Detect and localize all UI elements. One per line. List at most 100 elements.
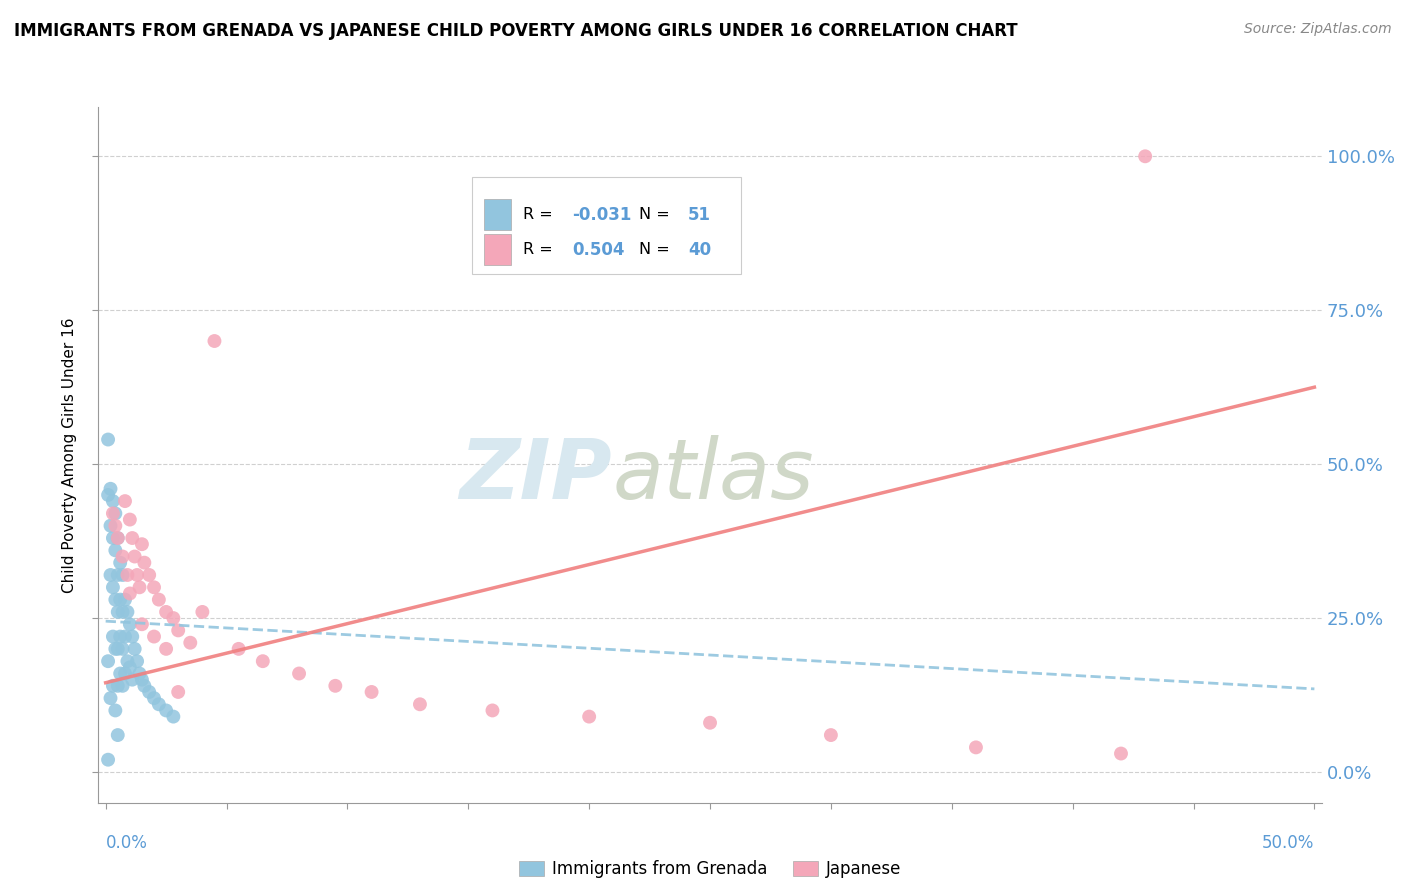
Text: -0.031: -0.031	[572, 206, 631, 224]
Point	[118, 512, 141, 526]
Point	[111, 549, 134, 564]
Point	[107, 531, 129, 545]
Point	[138, 568, 160, 582]
Point	[97, 753, 120, 767]
Point	[127, 568, 149, 582]
Point	[107, 531, 129, 545]
Text: N =: N =	[640, 242, 675, 257]
Point	[167, 685, 190, 699]
Y-axis label: Child Poverty Among Girls Under 16: Child Poverty Among Girls Under 16	[62, 318, 77, 592]
Point	[118, 586, 141, 600]
FancyBboxPatch shape	[484, 199, 510, 230]
Point	[107, 679, 129, 693]
Text: 40: 40	[688, 241, 711, 259]
Text: R =: R =	[523, 207, 558, 222]
Point	[128, 580, 150, 594]
Point	[101, 580, 124, 594]
Point	[104, 703, 127, 717]
Point	[111, 679, 134, 693]
Point	[118, 617, 141, 632]
Point	[108, 592, 131, 607]
Point	[97, 488, 120, 502]
Point	[114, 666, 136, 681]
Point	[155, 703, 177, 717]
Point	[131, 617, 153, 632]
Text: 0.504: 0.504	[572, 241, 624, 259]
Point	[111, 568, 134, 582]
Point	[128, 666, 150, 681]
Point	[131, 537, 153, 551]
Point	[578, 709, 600, 723]
Point	[965, 740, 987, 755]
Text: Source: ZipAtlas.com: Source: ZipAtlas.com	[1244, 22, 1392, 37]
Point	[121, 630, 143, 644]
Point	[117, 605, 139, 619]
Text: 50.0%: 50.0%	[1263, 834, 1315, 852]
Point	[1109, 747, 1132, 761]
Point	[228, 641, 250, 656]
Point	[143, 580, 166, 594]
Point	[118, 660, 141, 674]
Point	[155, 641, 177, 656]
Point	[101, 507, 124, 521]
Point	[131, 673, 153, 687]
Point	[117, 568, 139, 582]
Point	[114, 592, 136, 607]
Text: N =: N =	[640, 207, 675, 222]
Text: IMMIGRANTS FROM GRENADA VS JAPANESE CHILD POVERTY AMONG GIRLS UNDER 16 CORRELATI: IMMIGRANTS FROM GRENADA VS JAPANESE CHIL…	[14, 22, 1018, 40]
Point	[204, 334, 226, 348]
Point	[117, 654, 139, 668]
Point	[138, 685, 160, 699]
Point	[191, 605, 214, 619]
Text: R =: R =	[523, 242, 558, 257]
Point	[323, 679, 346, 693]
Point	[143, 630, 166, 644]
Point	[1133, 149, 1156, 163]
Point	[101, 679, 124, 693]
Point	[107, 641, 129, 656]
Text: 51: 51	[688, 206, 711, 224]
Point	[288, 666, 311, 681]
Point	[148, 592, 170, 607]
Point	[100, 518, 122, 533]
Point	[107, 568, 129, 582]
Point	[114, 630, 136, 644]
Point	[162, 611, 184, 625]
Text: 0.0%: 0.0%	[105, 834, 148, 852]
Point	[104, 518, 127, 533]
Point	[101, 494, 124, 508]
Point	[101, 531, 124, 545]
Point	[409, 698, 432, 712]
Point	[100, 691, 122, 706]
Point	[124, 641, 146, 656]
Point	[107, 605, 129, 619]
Point	[252, 654, 274, 668]
Point	[121, 531, 143, 545]
Point	[104, 507, 127, 521]
FancyBboxPatch shape	[471, 177, 741, 274]
Point	[114, 494, 136, 508]
Point	[108, 666, 131, 681]
Point	[100, 482, 122, 496]
Point	[104, 543, 127, 558]
Point	[107, 728, 129, 742]
Point	[167, 624, 190, 638]
Point	[104, 641, 127, 656]
Point	[97, 654, 120, 668]
Text: ZIP: ZIP	[460, 435, 612, 516]
Point	[162, 709, 184, 723]
Point	[127, 654, 149, 668]
Legend: Immigrants from Grenada, Japanese: Immigrants from Grenada, Japanese	[512, 854, 908, 885]
Point	[97, 433, 120, 447]
Point	[134, 556, 156, 570]
Point	[124, 549, 146, 564]
Point	[101, 630, 124, 644]
Point	[111, 641, 134, 656]
Point	[481, 703, 503, 717]
Point	[100, 568, 122, 582]
Point	[143, 691, 166, 706]
Point	[820, 728, 842, 742]
Point	[121, 673, 143, 687]
FancyBboxPatch shape	[484, 234, 510, 265]
Point	[108, 556, 131, 570]
